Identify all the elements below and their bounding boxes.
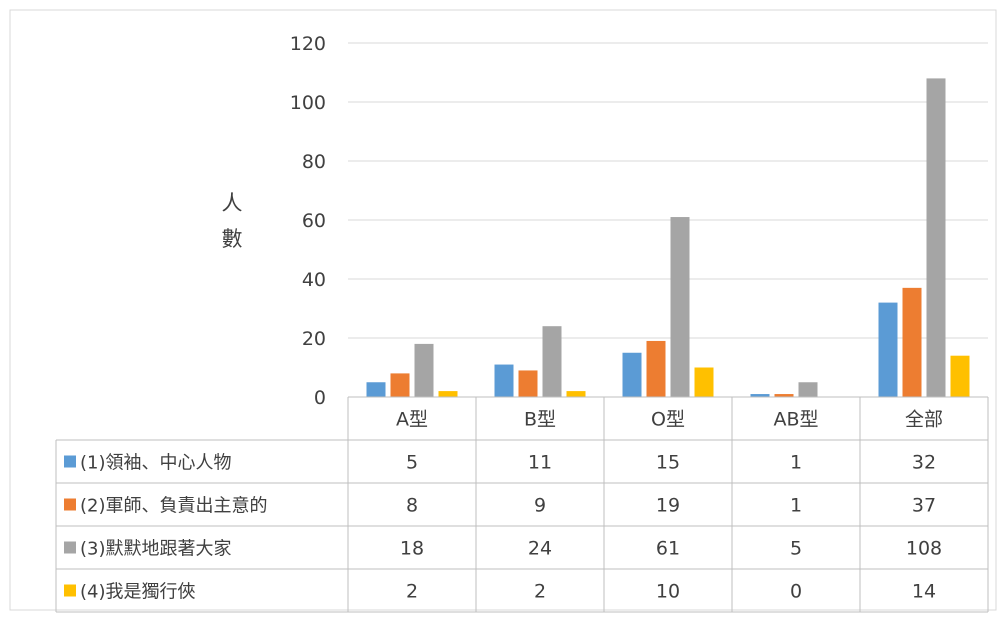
- bar: [518, 370, 538, 397]
- legend-label: (1)領袖、中心人物: [80, 453, 232, 474]
- table-cell-value: 18: [400, 538, 424, 560]
- y-axis-label: 人數: [222, 191, 243, 251]
- y-tick-label: 60: [302, 210, 326, 232]
- x-tick-label: 全部: [905, 409, 943, 431]
- table-cell-value: 2: [534, 581, 546, 603]
- y-tick-label: 100: [290, 92, 326, 114]
- y-tick-label: 20: [302, 328, 326, 350]
- legend-label: (4)我是獨行俠: [80, 582, 196, 603]
- chart-border: [9, 9, 997, 611]
- table-cell-value: 14: [912, 581, 936, 603]
- bar: [670, 217, 690, 397]
- legend-label: (3)默默地跟著大家: [80, 539, 232, 560]
- table-cell-value: 19: [656, 495, 680, 517]
- legend-swatch: [64, 541, 76, 554]
- y-axis-label-char: 數: [222, 227, 243, 251]
- table-cell-value: 9: [534, 495, 546, 517]
- legend-swatch: [64, 584, 76, 597]
- bar: [798, 382, 818, 397]
- bar: [926, 78, 946, 398]
- bar: [542, 326, 562, 397]
- bars: [366, 78, 970, 398]
- bar: [774, 394, 794, 397]
- table-cell-value: 1: [790, 452, 802, 474]
- table-cell-value: 11: [528, 452, 552, 474]
- table-cell-value: 0: [790, 581, 802, 603]
- legend-swatch: [64, 498, 76, 511]
- bar: [646, 340, 666, 397]
- bar: [494, 364, 514, 397]
- table-cell-value: 15: [656, 452, 680, 474]
- table-cell-value: 5: [790, 538, 802, 560]
- data-table: A型 B型 O型 AB型 全部(1)領袖、中心人物 5 11 15 1 32(2)軍師、負責出主意…: [55, 396, 989, 613]
- table-cell-value: 108: [906, 538, 942, 560]
- table-cell-value: 10: [656, 581, 680, 603]
- bar: [902, 287, 922, 397]
- bar: [414, 343, 434, 397]
- x-tick-label: O型: [651, 409, 685, 431]
- bar: [878, 302, 898, 397]
- table-cell-value: 2: [406, 581, 418, 603]
- y-tick-label: 120: [290, 33, 326, 55]
- x-tick-label: AB型: [773, 409, 818, 431]
- y-axis-ticks: 0 20 40 60 80 100 120: [290, 33, 326, 409]
- bar: [622, 352, 642, 397]
- table-cell-value: 32: [912, 452, 936, 474]
- y-tick-label: 40: [302, 269, 326, 291]
- y-tick-label: 0: [314, 387, 326, 409]
- bar: [366, 382, 386, 397]
- bar: [438, 391, 458, 397]
- bar: [390, 373, 410, 397]
- bar: [694, 367, 714, 397]
- table-cell-value: 37: [912, 495, 936, 517]
- table-cell-value: 5: [406, 452, 418, 474]
- legend-swatch: [64, 455, 76, 468]
- table-cell-value: 1: [790, 495, 802, 517]
- bar: [566, 391, 586, 397]
- y-axis-label-char: 人: [222, 191, 243, 215]
- y-tick-label: 80: [302, 151, 326, 173]
- legend-label: (2)軍師、負責出主意的: [80, 496, 268, 517]
- bar: [950, 355, 970, 397]
- table-cell-value: 24: [528, 538, 552, 560]
- table-cell-value: 8: [406, 495, 418, 517]
- x-tick-label: A型: [396, 409, 428, 431]
- x-tick-label: B型: [524, 409, 556, 431]
- bar: [750, 394, 770, 397]
- table-cell-value: 61: [656, 538, 680, 560]
